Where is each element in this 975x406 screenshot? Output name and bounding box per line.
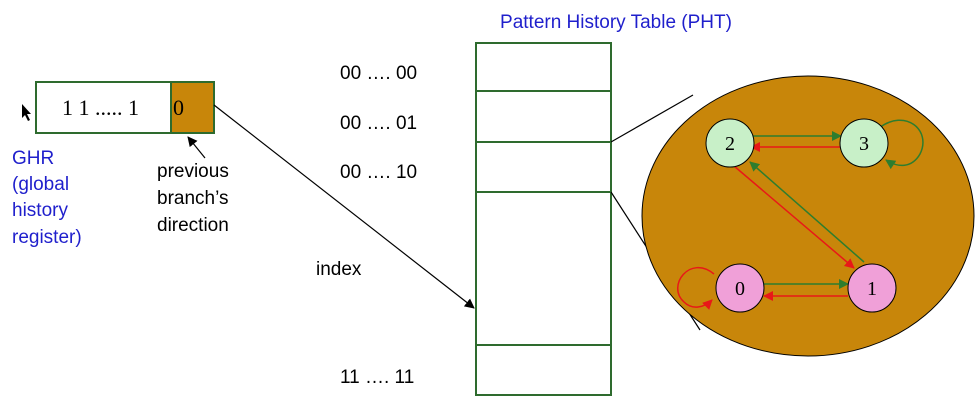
mouse-cursor-icon: [22, 104, 31, 121]
fsm-state-1: 1: [847, 263, 897, 313]
fsm-transitions: [677, 119, 924, 310]
pht-row-label-1: 00 …. 01: [340, 113, 417, 134]
pht-table: [475, 42, 612, 396]
pht-row-label-0: 00 …. 00: [340, 63, 417, 84]
ghr-last-bit-cell: [171, 83, 213, 132]
fsm-state-0: 0: [715, 263, 765, 313]
fsm-state-2: 2: [705, 118, 755, 168]
pht-title: Pattern History Table (PHT): [500, 12, 732, 33]
ghr-label: GHR (global history register): [12, 148, 82, 248]
pht-row-label-2: 00 …. 10: [340, 162, 417, 183]
svg-text:3: 3: [859, 133, 869, 155]
pht-row-label-last: 11 …. 11: [340, 367, 414, 388]
zoom-line-top: [610, 94, 694, 143]
ghr-bits: 1 1 ..... 1: [62, 95, 139, 120]
svg-text:0: 0: [735, 278, 745, 300]
fsm-background: [641, 75, 975, 357]
ghr-register: 1 1 ..... 1 0: [35, 81, 215, 134]
ghr-last-bit: 0: [173, 95, 184, 120]
index-arrow: [213, 104, 475, 309]
previous-branch-label: previous branch’s direction: [157, 161, 234, 236]
svg-text:1: 1: [867, 278, 877, 300]
previous-bit-arrow: [187, 136, 206, 159]
fsm-state-3: 3: [839, 118, 889, 168]
index-label: index: [316, 259, 362, 280]
svg-text:2: 2: [725, 133, 735, 155]
